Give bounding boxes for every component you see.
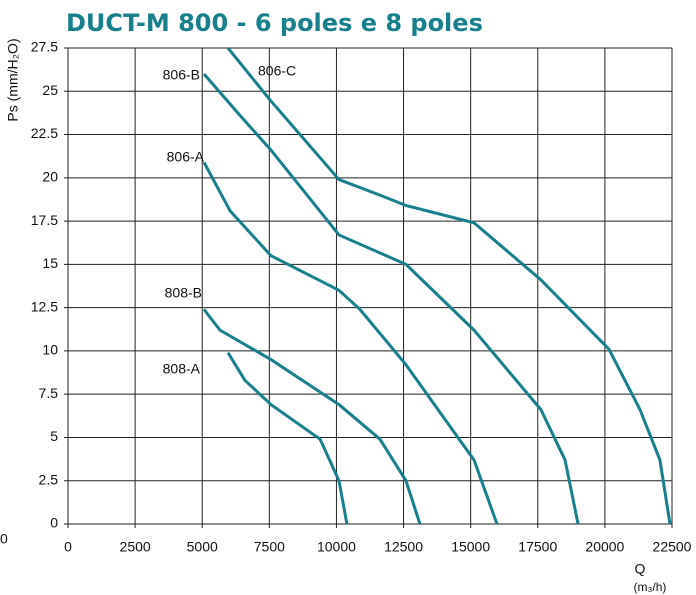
y-tick-label: 15 [42,255,58,271]
y-tick-label: 12.5 [31,298,58,314]
series-label: 808-A [163,361,201,377]
x-tick-label: 15000 [451,539,490,555]
y-tick-label: 17.5 [31,212,58,228]
curve [202,161,499,525]
x-tick-label: 20000 [585,539,624,555]
curve [226,47,672,525]
chart-title: DUCT-M 800 - 6 poles e 8 poles [66,9,483,37]
corner-label: 0 [0,531,8,547]
y-tick-label: 2.5 [39,471,59,487]
y-tick-label: 0 [50,515,58,531]
x-axis-label: Q [635,561,646,577]
x-tick-label: 17500 [518,539,557,555]
y-tick-label: 5 [50,428,58,444]
y-tick-label: 25 [42,82,58,98]
x-tick-label: 2500 [120,539,151,555]
y-tick-label: 27.5 [31,39,58,55]
x-tick-label: 22500 [653,539,692,555]
series-label: 806-B [163,67,200,83]
curve [226,351,349,525]
x-tick-label: 7500 [254,539,285,555]
x-tick-label: 10000 [317,539,356,555]
y-tick-label: 7.5 [39,385,59,401]
x-tick-label: 0 [64,539,72,555]
y-tick-label: 10 [42,342,58,358]
curve [202,72,580,525]
x-axis-unit: (m₃/h) [634,580,667,594]
series-label: 806-C [258,63,296,79]
curve [202,308,422,525]
x-tick-label: 5000 [187,539,218,555]
y-tick-label: 22.5 [31,125,58,141]
y-tick-label: 20 [42,169,58,185]
y-axis-label: Ps (mm/H₂O) [5,38,21,121]
series-label: 806-A [167,149,205,165]
x-tick-label: 12500 [384,539,423,555]
series-label: 808-B [165,285,202,301]
